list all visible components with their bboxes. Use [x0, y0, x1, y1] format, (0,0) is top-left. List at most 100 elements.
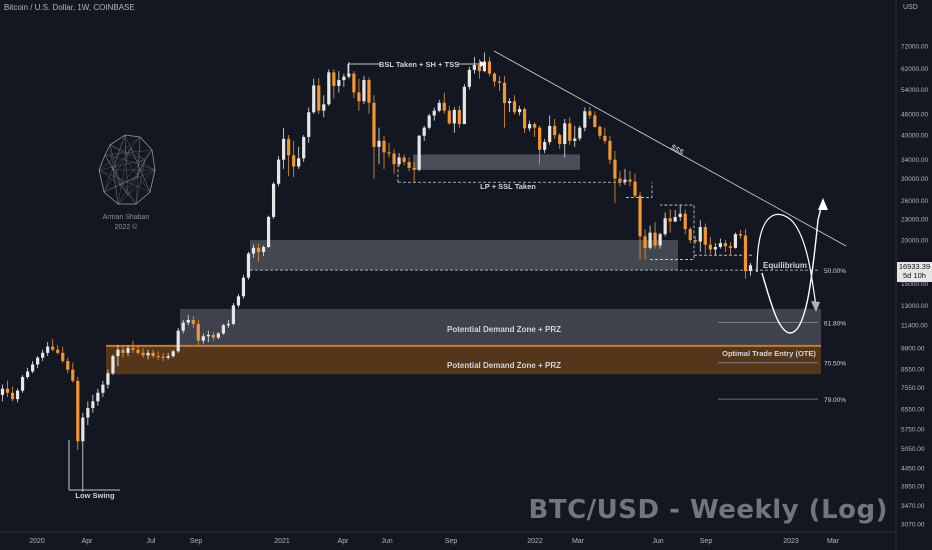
candle-body — [392, 153, 396, 165]
candle-body — [362, 80, 366, 102]
descending-trendline — [493, 50, 847, 247]
fib-label-1: 61.80% — [824, 321, 846, 328]
candle-body — [357, 92, 361, 102]
candle-body — [186, 320, 190, 323]
y-tick-label: 23000.00 — [901, 216, 928, 223]
y-tick-label: 72000.00 — [901, 44, 928, 51]
candle-body — [738, 234, 743, 236]
y-tick-label: 5050.00 — [901, 446, 925, 453]
candle-body — [377, 140, 381, 147]
candle-body — [593, 115, 597, 127]
candle-body — [382, 140, 386, 153]
candle-body — [66, 361, 70, 370]
y-tick-label: 3470.00 — [901, 503, 925, 510]
candle-body — [106, 373, 110, 385]
candle-body — [15, 390, 20, 400]
candle-body — [728, 246, 732, 248]
candle-body — [287, 138, 291, 156]
candle-body — [723, 243, 727, 247]
x-tick-label: 2020 — [29, 538, 45, 545]
candle-body — [292, 155, 296, 167]
candle-body — [533, 124, 537, 128]
candle-body — [56, 349, 60, 353]
last-price-badge: 16933.39 5d 10h — [897, 262, 932, 282]
demand-gray-zone — [180, 308, 821, 346]
candle-body — [643, 236, 647, 248]
candle-body — [347, 73, 351, 77]
x-tick-label: 2022 — [527, 538, 543, 545]
candle-body — [512, 101, 517, 113]
candle-body — [517, 109, 522, 113]
candle-body — [432, 110, 436, 116]
structure-step-2 — [650, 204, 695, 260]
candle-body — [673, 216, 677, 222]
y-tick-label: 46000.00 — [901, 111, 928, 118]
candle-body — [302, 136, 306, 159]
candle-body — [0, 388, 5, 395]
candle-body — [568, 123, 572, 141]
candle-body — [402, 157, 406, 162]
candle-body — [372, 102, 376, 147]
annotation-demand-lower: Potential Demand Zone + PRZ — [447, 361, 561, 370]
candle-body — [111, 356, 115, 374]
candle-body — [693, 240, 697, 242]
annotation-equilibrium: Equilibrium — [763, 261, 807, 270]
y-tick-label: 62000.00 — [901, 66, 928, 73]
candle-body — [608, 140, 612, 160]
candle-body — [211, 334, 215, 338]
candle-body — [136, 349, 140, 353]
candle-body — [442, 102, 446, 111]
candle-body — [688, 229, 692, 241]
fib-label-0: 50.00% — [824, 268, 846, 275]
candle-body — [86, 408, 90, 418]
candle-body — [297, 158, 301, 167]
candle-body — [76, 380, 80, 442]
y-tick-label: 4450.00 — [901, 465, 925, 472]
candle-body — [241, 277, 246, 297]
candle-body — [96, 392, 100, 402]
candle-body — [61, 352, 65, 362]
candle-body — [307, 112, 311, 137]
annotation-trendline: $$$ — [669, 143, 686, 158]
bar-countdown: 5d 10h — [903, 271, 926, 280]
candle-body — [507, 101, 512, 104]
fib-label-2: 70.50% — [824, 361, 846, 368]
last-price-value: 16933.39 — [898, 262, 931, 271]
candle-body — [317, 85, 321, 111]
candle-body — [36, 357, 40, 365]
candle-body — [613, 159, 617, 179]
candle-body — [623, 179, 627, 182]
candle-body — [663, 218, 667, 235]
candle-body — [713, 247, 717, 250]
candle-body — [156, 356, 160, 358]
y-tick-label: 20000.00 — [901, 238, 928, 245]
candle-body — [718, 243, 722, 248]
candle-body — [226, 323, 230, 326]
candle-body — [171, 351, 175, 357]
candle-body — [312, 85, 316, 113]
candle-body — [497, 81, 502, 83]
y-tick-label: 9800.00 — [901, 346, 925, 353]
candle-body — [588, 111, 592, 116]
candle-body — [221, 325, 225, 334]
candle-body — [141, 352, 145, 356]
candle-body — [522, 109, 527, 129]
y-tick-label: 7550.00 — [901, 385, 925, 392]
candle-body — [638, 195, 642, 237]
candle-body — [271, 183, 276, 217]
candle-body — [256, 247, 261, 252]
candle-body — [146, 352, 150, 356]
candle-body — [131, 348, 135, 350]
candle-body — [563, 123, 567, 145]
candle-body — [573, 138, 577, 141]
candle-body — [467, 69, 471, 87]
projection-path — [761, 199, 824, 334]
candle-body — [472, 65, 476, 70]
candle-body — [598, 126, 602, 136]
candle-body — [558, 135, 562, 145]
x-tick-label: 2023 — [783, 538, 799, 545]
candle-body — [708, 244, 712, 250]
candle-body — [412, 167, 416, 170]
annotation-ote: Optimal Trade Entry (OTE) — [722, 349, 816, 358]
